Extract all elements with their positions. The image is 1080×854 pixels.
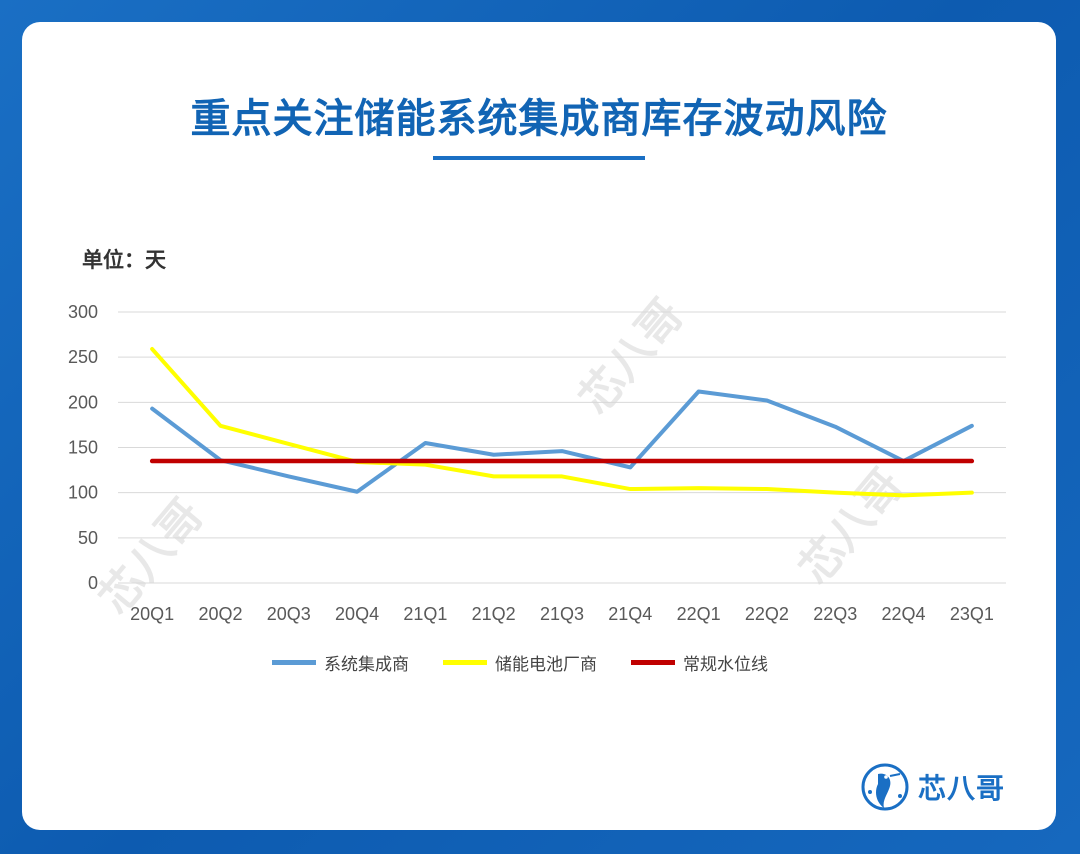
x-tick-label: 22Q1 [677, 604, 721, 624]
x-tick-label: 21Q2 [472, 604, 516, 624]
x-tick-label: 22Q3 [813, 604, 857, 624]
y-tick-label: 100 [68, 483, 98, 503]
y-tick-label: 200 [68, 392, 98, 412]
legend-item-integrator: 系统集成商 [272, 650, 409, 675]
legend-item-normal: 常规水位线 [631, 650, 768, 675]
legend-label: 储能电池厂商 [495, 655, 597, 675]
chart-card: 重点关注储能系统集成商库存波动风险 单位：天 芯八哥 芯八哥 芯八哥 0 50 10… [22, 22, 1056, 830]
y-tick-label: 250 [68, 347, 98, 367]
legend-swatch [272, 660, 316, 665]
x-tick-label: 20Q4 [335, 604, 379, 624]
x-tick-label: 20Q2 [198, 604, 242, 624]
unit-label: 单位：天 [82, 248, 166, 272]
series-line-2 [150, 347, 974, 498]
x-tick-label: 21Q1 [403, 604, 447, 624]
chart-legend: 系统集成商 储能电池厂商 常规水位线 [272, 650, 802, 675]
x-tick-label: 20Q3 [267, 604, 311, 624]
y-tick-label: 0 [88, 573, 98, 593]
title-underline [433, 156, 645, 160]
y-tick-label: 150 [68, 438, 98, 458]
x-tick-label: 21Q4 [608, 604, 652, 624]
y-tick-label: 50 [78, 528, 98, 548]
x-tick-label: 21Q3 [540, 604, 584, 624]
legend-label: 系统集成商 [324, 655, 409, 675]
brand-logo: 芯八哥 [860, 762, 1005, 812]
logo-text: 芯八哥 [918, 772, 1006, 805]
bird-logo-icon [861, 763, 909, 811]
x-tick-label: 22Q4 [882, 604, 926, 624]
y-tick-label: 300 [68, 302, 98, 322]
legend-swatch [443, 660, 487, 665]
line-chart: 0 50 100 150 200 250 300 20Q1 20Q2 20Q3 20Q4 21Q1 2… [68, 302, 1006, 624]
series-line-1 [150, 389, 974, 494]
x-tick-label: 20Q1 [130, 604, 174, 624]
page-title: 重点关注储能系统集成商库存波动风险 [190, 96, 888, 142]
legend-label: 常规水位线 [683, 655, 768, 675]
x-tick-label: 22Q2 [745, 604, 789, 624]
x-tick-label: 23Q1 [950, 604, 994, 624]
legend-item-battery: 储能电池厂商 [443, 650, 597, 675]
legend-swatch [631, 660, 675, 665]
